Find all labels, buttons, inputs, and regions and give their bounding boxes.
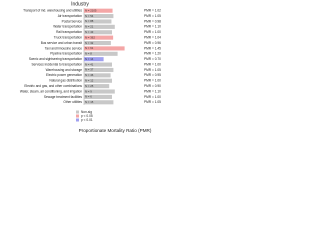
bar [84,14,114,19]
value-label: PMR = 1.00 [144,95,161,99]
value-label: PMR = 0.95 [144,73,161,77]
bar [84,19,112,24]
bar [84,84,110,89]
y-tick-label: Services incidental to transportation [32,62,83,66]
bar [84,62,112,67]
bar-n-label: N = 12 [85,78,94,82]
y-tick-label: Water transportation [53,25,82,29]
value-label: PMR = 1.04 [144,35,161,39]
y-tick-label: Water, steam, air conditioning, and irri… [20,89,82,93]
legend-label: p < 0.05 [81,114,93,118]
bar-n-label: N = 15 [85,100,94,104]
bar-n-label: N = 25 [85,84,94,88]
x-axis-label: Proportionate Mortality Ratio (PMR) [79,128,152,133]
value-label: PMR = 1.05 [144,100,161,104]
y-tick-label: Natural gas distribution [49,79,82,83]
bar-n-label: N = 88 [85,19,94,23]
y-tick-label: Transport of ind. warehousing and utilit… [23,9,82,13]
bar [84,78,112,83]
legend-label: p < 0.01 [81,118,93,122]
y-tick-label: Truck transportation [54,35,82,39]
value-label: PMR = 1.10 [144,89,161,93]
bar-n-label: N = 6 [85,95,92,99]
y-tick-label: Electric and gas, and other combinations [24,84,82,88]
page: {"chart_data": {"type": "barh", "title":… [0,0,162,135]
value-label: PMR = 1.05 [144,68,161,72]
chart-title: Industry [71,1,89,7]
y-tick-label: Rail transportation [56,30,82,34]
bar-n-label: N = 2105 [85,8,97,12]
y-tick-label: Electric power generation [46,73,82,77]
bar [84,35,114,40]
bar [84,94,112,99]
bar [84,8,113,13]
bar-n-label: N = 9 [85,89,92,93]
bar-n-label: N = 8 [85,52,92,56]
bar [84,100,114,105]
bar-n-label: N = 32 [85,41,94,45]
value-label: PMR = 0.70 [144,57,161,61]
y-tick-label: Pipeline transportation [50,52,82,56]
bar-n-label: N = 37 [85,68,94,72]
value-label: PMR = 1.00 [144,30,161,34]
bar [84,40,111,46]
bar-n-label: N = 21 [85,25,94,29]
bar [84,46,125,51]
bar-n-label: N = 61 [85,46,94,50]
bar-n-label: N = 362 [85,35,95,39]
value-label: PMR = 1.45 [144,46,161,50]
legend-swatch [76,114,79,118]
value-label: PMR = 0.90 [144,84,161,88]
bar [84,67,114,73]
bar-n-label: N = 14 [85,57,94,61]
value-label: PMR = 1.05 [144,14,161,18]
value-label: PMR = 1.10 [144,25,161,29]
bar-n-label: N = 46 [85,73,94,77]
bar [84,24,115,29]
y-tick-label: Bus service and urban transit [41,41,82,45]
y-tick-label: Postal Service [62,19,83,23]
value-label: PMR = 0.98 [144,19,161,23]
bar-n-label: N = 54 [85,14,94,18]
value-label: PMR = 1.20 [144,52,161,56]
y-tick-label: Other utilities [63,100,82,104]
bar [84,89,115,94]
legend-swatch [76,110,79,114]
value-label: PMR = 1.00 [144,62,161,66]
value-label: PMR = 1.00 [144,79,161,83]
bar [84,57,104,62]
bar [84,51,118,56]
y-tick-label: Warehousing and storage [46,68,83,72]
legend-swatch [76,118,79,122]
y-tick-label: Air transportation [58,14,82,18]
bar [84,73,111,78]
y-tick-label: Taxi and limousine service [45,46,82,50]
bar-n-label: N = 43 [85,30,94,34]
chart: Industry Proportionate Mortality Ratio (… [20,1,161,133]
value-label: PMR = 0.96 [144,41,161,45]
value-label: PMR = 1.02 [144,9,161,13]
bar-n-label: N = 41 [85,62,94,66]
y-tick-label: Sewage treatment facilities [44,95,82,99]
y-tick-label: Scenic and sightseeing transportation [29,57,82,61]
legend-label: Non-sig [81,110,92,114]
bar [84,30,112,35]
